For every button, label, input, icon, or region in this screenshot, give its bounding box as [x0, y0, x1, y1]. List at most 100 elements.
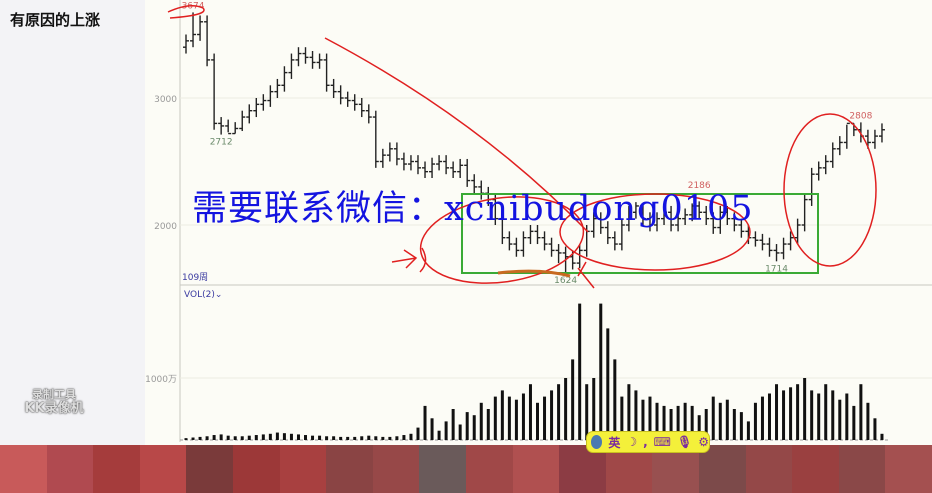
blur-block [93, 445, 140, 493]
volume-bar [543, 396, 547, 440]
volume-bar [493, 396, 497, 440]
ime-toolbar[interactable]: 英 ☽ , ⌨ 🎙 ⚙ [586, 431, 710, 453]
ohlc-bar [253, 98, 260, 118]
ohlc-bar [309, 51, 316, 69]
volume-bar [346, 436, 350, 440]
ohlc-bar [450, 161, 457, 179]
volume-bar [859, 384, 863, 440]
volume-bar [282, 433, 286, 440]
ohlc-bar [696, 201, 703, 219]
ohlc-bar [843, 122, 850, 149]
volume-bar [486, 409, 490, 440]
volume-bar [585, 384, 589, 440]
ohlc-bar [836, 136, 843, 156]
ohlc-bar [274, 78, 281, 98]
volume-bar [711, 396, 715, 440]
volume-bar [810, 390, 814, 440]
blur-block [885, 445, 932, 493]
volume-bar [514, 399, 518, 440]
moon-icon[interactable]: ☽ [626, 435, 638, 449]
volume-bar [578, 303, 582, 440]
recorder-watermark-logo: 录制工具 KK录像机 [24, 388, 84, 416]
volume-bar [641, 399, 645, 440]
blur-block [512, 445, 560, 493]
ohlc-bar [351, 94, 358, 111]
volume-bar [402, 435, 406, 440]
ime-lang-toggle[interactable]: 英 [608, 435, 621, 450]
volume-bar [789, 387, 793, 440]
ohlc-bar [422, 161, 429, 179]
volume-bar [536, 402, 539, 440]
arrow-mark [391, 247, 427, 273]
ohlc-bar [646, 212, 653, 232]
ohlc-bar [239, 110, 246, 132]
ohlc-bar [541, 231, 548, 251]
stock-chart[interactable]: 300020001000万109周VOL(2)⌄3674271216242186… [145, 0, 932, 445]
volume-bar [683, 402, 687, 440]
ohlc-bar [555, 244, 562, 264]
trend-line [324, 37, 589, 233]
volume-bar [627, 384, 631, 440]
ohlc-bar [703, 205, 710, 225]
pointer-mark [577, 261, 595, 289]
volume-bar [430, 418, 434, 440]
volume-bar [360, 436, 364, 440]
ohlc-bar [752, 231, 759, 247]
volume-bar [571, 359, 575, 440]
blur-block [792, 445, 839, 493]
blur-block [745, 445, 793, 493]
ohlc-bar [780, 237, 787, 260]
volume-bar [866, 402, 870, 440]
ohlc-bar [759, 233, 766, 251]
ohlc-bar [288, 53, 295, 79]
ohlc-bar [414, 155, 421, 175]
blur-block [698, 445, 746, 493]
ohlc-bar [548, 237, 555, 257]
ohlc-bar [211, 53, 218, 130]
ohlc-bar [267, 85, 274, 107]
bottom-circle [419, 196, 585, 284]
volume-bar [669, 409, 673, 440]
volume-bar [620, 396, 624, 440]
volume-bar [592, 378, 596, 440]
volume-bar [845, 393, 849, 440]
ohlc-bar [597, 212, 604, 234]
volume-bar [304, 435, 308, 440]
ohlc-bar [204, 15, 211, 67]
ohlc-bar [323, 53, 330, 92]
blur-block [279, 445, 327, 493]
volume-bar [697, 415, 701, 440]
ohlc-bar [773, 244, 780, 262]
ime-logo-icon[interactable] [591, 435, 603, 449]
volume-bar [732, 409, 736, 440]
blur-block [559, 445, 606, 493]
ohlc-bar [787, 231, 794, 251]
volume-bar [767, 393, 771, 440]
breakout-circle [783, 113, 877, 267]
volume-bar [191, 437, 195, 440]
price-extreme-label: 2712 [210, 138, 233, 148]
ohlc-bar [815, 161, 822, 181]
ohlc-bar [871, 129, 878, 149]
blur-block [232, 445, 280, 493]
blur-block [372, 445, 420, 493]
ohlc-bar [393, 142, 400, 166]
volume-bar [311, 435, 315, 440]
microphone-icon[interactable]: 🎙 [677, 435, 693, 449]
ohlc-bar [654, 212, 661, 232]
ohlc-bar [330, 78, 337, 98]
ohlc-bar [576, 244, 583, 269]
keyboard-icon[interactable]: ⌨ [653, 435, 671, 449]
volume-bar [409, 433, 413, 440]
ohlc-bar [611, 231, 618, 251]
ohlc-bar [822, 155, 829, 175]
volume-bar [718, 402, 722, 440]
volume-bar [212, 435, 216, 440]
top-mark [167, 5, 205, 19]
ohlc-bar [794, 218, 801, 245]
punctuation-icon[interactable]: , [643, 435, 648, 449]
ohlc-bar [520, 231, 527, 257]
volume-bar [817, 393, 821, 440]
gear-icon[interactable]: ⚙ [698, 435, 709, 449]
blur-block [326, 445, 373, 493]
